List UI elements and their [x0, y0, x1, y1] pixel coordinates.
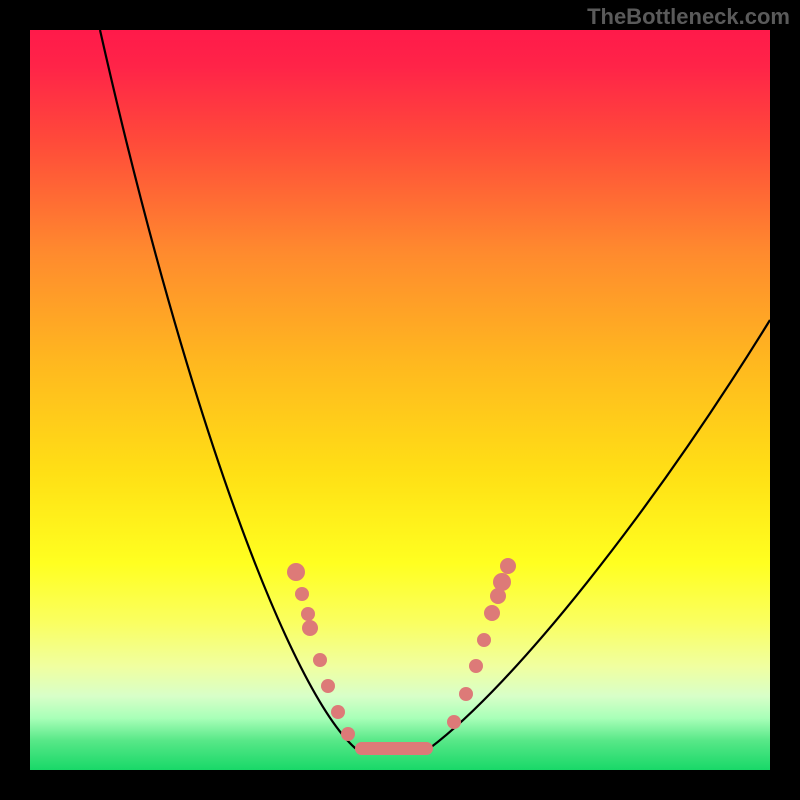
data-marker	[331, 705, 345, 719]
chart-container: TheBottleneck.com	[0, 0, 800, 800]
data-marker	[493, 573, 511, 591]
data-marker	[341, 727, 355, 741]
data-marker	[287, 563, 305, 581]
data-marker	[459, 687, 473, 701]
data-marker	[477, 633, 491, 647]
data-marker	[313, 653, 327, 667]
data-marker	[321, 679, 335, 693]
bottleneck-chart	[0, 0, 800, 800]
data-marker	[301, 607, 315, 621]
data-marker	[302, 620, 318, 636]
valley-marker-bar	[355, 742, 433, 755]
data-marker	[469, 659, 483, 673]
data-marker	[500, 558, 516, 574]
watermark-text: TheBottleneck.com	[587, 4, 790, 30]
data-marker	[295, 587, 309, 601]
plot-background	[30, 30, 770, 770]
data-marker	[484, 605, 500, 621]
data-marker	[447, 715, 461, 729]
